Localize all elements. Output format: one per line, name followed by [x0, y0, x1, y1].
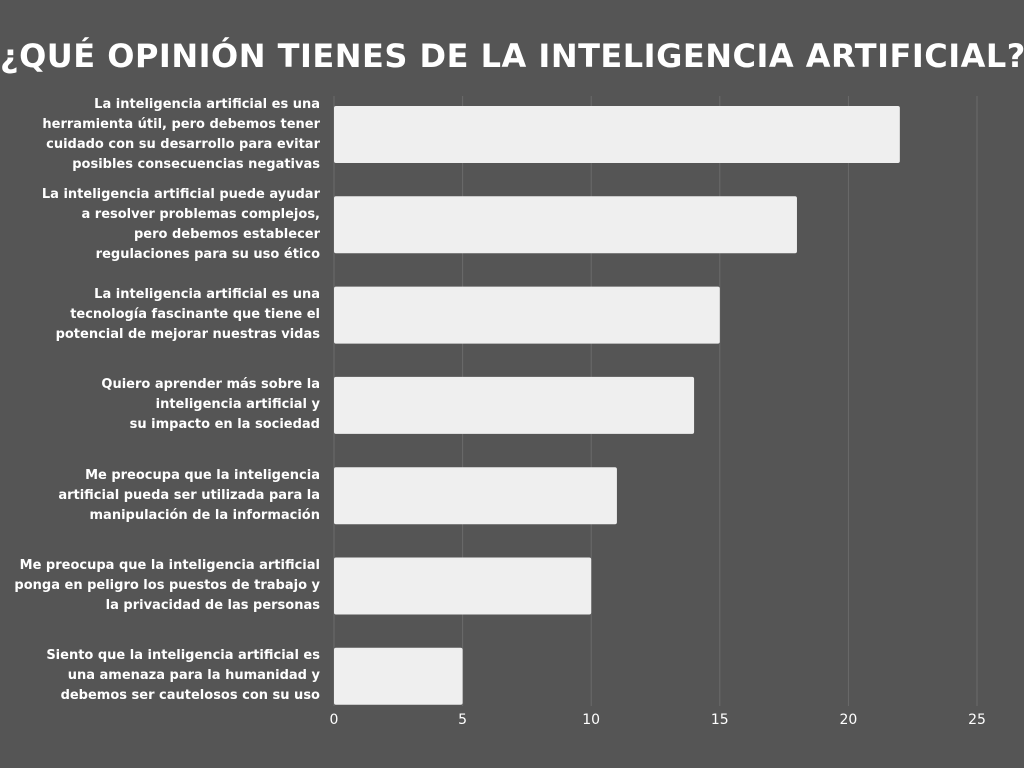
category-label: Quiero aprender más sobre la inteligenci…	[101, 377, 320, 433]
bar	[334, 286, 720, 344]
x-tick-label: 10	[582, 712, 601, 728]
x-tick-label: 0	[329, 712, 339, 728]
category-label: Me preocupa que la inteligencia artifici…	[58, 467, 320, 523]
category-label: La inteligencia artificial es una tecnol…	[55, 287, 320, 343]
chart-title: ¿QUÉ OPINIÓN TIENES DE LA INTELIGENCIA A…	[0, 37, 1024, 75]
bar	[334, 106, 900, 163]
x-tick-label: 20	[839, 712, 858, 728]
bar	[334, 557, 592, 615]
category-label: La inteligencia artificial es una herram…	[42, 96, 320, 172]
category-label: Siento que la inteligencia artificial es…	[46, 648, 320, 704]
category-label: La inteligencia artificial puede ayudar …	[41, 186, 320, 262]
bar	[334, 196, 797, 254]
bar	[334, 467, 617, 525]
x-tick-label: 25	[968, 712, 986, 728]
x-tick-label: 15	[710, 712, 729, 728]
bar	[334, 376, 695, 434]
bar	[334, 647, 463, 705]
category-label: Me preocupa que la inteligencia artifici…	[14, 558, 320, 613]
x-tick-label: 5	[458, 712, 468, 728]
